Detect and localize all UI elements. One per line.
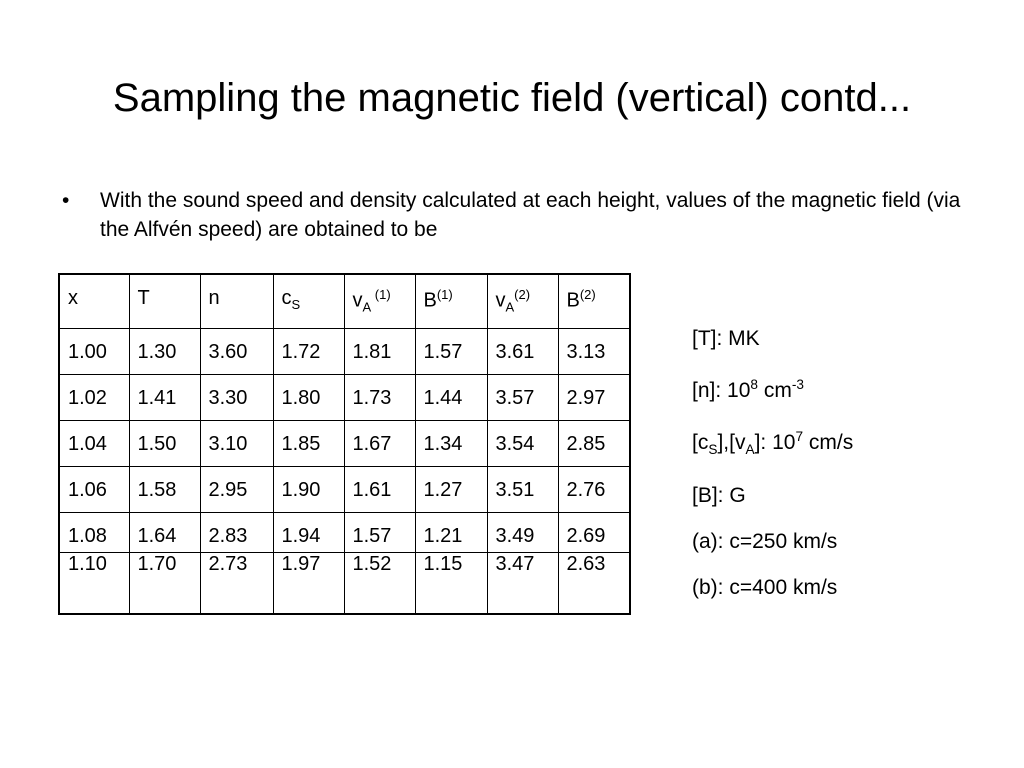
magnetic-field-table: x T n cS vA (1) B(1) vA(2) B(2) 1.00 1.3… — [58, 273, 631, 615]
unit-temperature: [T]: MK — [692, 327, 760, 350]
table-cell: 1.08 — [58, 511, 130, 553]
table-cell: 3.60 — [199, 327, 274, 375]
unit-density: [n]: 108 cm-3 — [692, 377, 804, 402]
table-cell: 1.73 — [343, 373, 416, 421]
table-cell: 1.70 — [128, 551, 201, 615]
table-cell: 3.30 — [199, 373, 274, 421]
table-cell: 1.72 — [272, 327, 345, 375]
table-row: 1.00 1.30 3.60 1.72 1.81 1.57 3.61 3.13 — [58, 327, 631, 375]
note-case-a: (a): c=250 km/s — [692, 530, 838, 554]
table-cell: 2.73 — [199, 551, 274, 615]
table-cell: 1.81 — [343, 327, 416, 375]
table-cell: 1.52 — [343, 551, 416, 615]
table-header-row: x T n cS vA (1) B(1) vA(2) B(2) — [58, 273, 631, 329]
table-cell: 1.67 — [343, 419, 416, 467]
table-cell: 2.97 — [557, 373, 631, 421]
table-cell: 1.00 — [58, 327, 130, 375]
table-cell: 1.64 — [128, 511, 201, 553]
bullet-point: • With the sound speed and density calcu… — [62, 186, 962, 244]
table-cell: 1.21 — [414, 511, 488, 553]
table-cell: 1.04 — [58, 419, 130, 467]
table-cell: 3.51 — [486, 465, 559, 513]
table-cell: 2.85 — [557, 419, 631, 467]
header-T: T — [128, 273, 201, 329]
table-cell: 1.27 — [414, 465, 488, 513]
header-n: n — [199, 273, 274, 329]
table-cell: 3.54 — [486, 419, 559, 467]
header-b-1: B(1) — [414, 273, 488, 329]
units-legend: [T]: MK [n]: 108 cm-3 [cS],[vA]: 107 cm/… — [692, 316, 853, 611]
bullet-text: With the sound speed and density calcula… — [100, 189, 961, 241]
table-cell: 2.76 — [557, 465, 631, 513]
header-va-1: vA (1) — [343, 273, 416, 329]
table-row: 1.02 1.41 3.30 1.80 1.73 1.44 3.57 2.97 — [58, 373, 631, 421]
bullet-marker: • — [62, 189, 70, 212]
table-cell: 1.50 — [128, 419, 201, 467]
table-cell: 1.80 — [272, 373, 345, 421]
table-cell: 1.02 — [58, 373, 130, 421]
table-cell: 1.85 — [272, 419, 345, 467]
table-cell: 1.10 — [58, 551, 130, 615]
table-cell: 1.94 — [272, 511, 345, 553]
table-cell: 1.58 — [128, 465, 201, 513]
table-cell: 2.69 — [557, 511, 631, 553]
unit-magnetic-field: [B]: G — [692, 484, 746, 508]
header-x: x — [58, 273, 130, 329]
table-cell: 1.90 — [272, 465, 345, 513]
unit-speeds: [cS],[vA]: 107 cm/s — [692, 429, 854, 458]
table-cell: 2.95 — [199, 465, 274, 513]
table-cell: 3.47 — [486, 551, 559, 615]
table-row: 1.04 1.50 3.10 1.85 1.67 1.34 3.54 2.85 — [58, 419, 631, 467]
table-cell: 1.06 — [58, 465, 130, 513]
header-b-2: B(2) — [557, 273, 631, 329]
slide-title: Sampling the magnetic field (vertical) c… — [112, 76, 912, 120]
table-cell: 1.97 — [272, 551, 345, 615]
table-cell: 2.83 — [199, 511, 274, 553]
table-cell: 1.41 — [128, 373, 201, 421]
note-case-b: (b): c=400 km/s — [692, 576, 838, 600]
header-va-2: vA(2) — [486, 273, 559, 329]
table-row: 1.10 1.70 2.73 1.97 1.52 1.15 3.47 2.63 — [58, 551, 631, 615]
table-cell: 1.34 — [414, 419, 488, 467]
table-cell: 1.30 — [128, 327, 201, 375]
table-cell: 2.63 — [557, 551, 631, 615]
header-cs: cS — [272, 273, 345, 329]
table-cell: 3.57 — [486, 373, 559, 421]
table-cell: 3.10 — [199, 419, 274, 467]
table-cell: 1.57 — [343, 511, 416, 553]
table-cell: 1.57 — [414, 327, 488, 375]
table-cell: 3.13 — [557, 327, 631, 375]
table-cell: 3.49 — [486, 511, 559, 553]
table-row: 1.08 1.64 2.83 1.94 1.57 1.21 3.49 2.69 — [58, 511, 631, 553]
table-cell: 1.15 — [414, 551, 488, 615]
table-cell: 3.61 — [486, 327, 559, 375]
table-row: 1.06 1.58 2.95 1.90 1.61 1.27 3.51 2.76 — [58, 465, 631, 513]
table-cell: 1.44 — [414, 373, 488, 421]
table-cell: 1.61 — [343, 465, 416, 513]
